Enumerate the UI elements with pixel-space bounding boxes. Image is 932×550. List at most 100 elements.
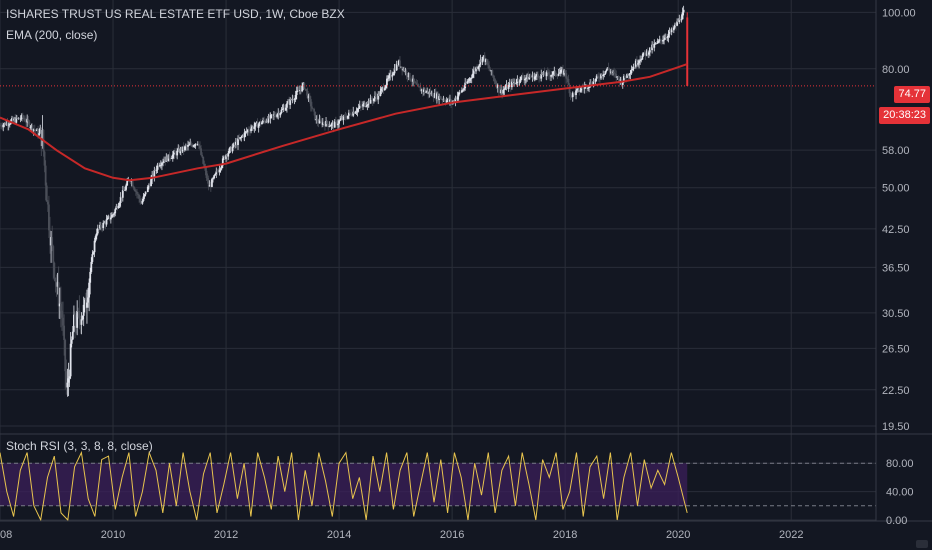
candle-body [624,76,626,78]
candle-body [154,170,157,172]
candle-body [225,155,227,160]
candle-body [572,92,575,94]
candle-body [178,148,181,154]
candle-body [242,135,245,138]
candle-body [566,78,569,80]
candle-body [303,83,306,89]
candle-body [625,77,627,79]
candle-body [155,169,158,171]
candle-body [281,109,284,110]
candle-body [140,202,143,204]
candle-body [271,114,274,116]
candle-body [152,174,155,178]
candle-body [430,92,433,95]
candle-body [204,167,207,171]
candle-body [150,179,152,187]
candle-body [183,146,186,150]
candle-body [511,81,513,88]
candle-body [610,71,613,73]
candle-body [374,96,376,99]
candle-body [321,122,324,125]
candle-body [646,50,649,55]
candle-body [393,68,396,74]
candle-body [112,214,114,216]
candle-body [196,144,199,145]
candle-body [309,99,312,107]
candle-body [622,76,625,82]
candle-body [363,103,365,105]
price-tick-label: 80.00 [882,64,910,76]
candle-body [214,173,217,176]
candle-body [116,206,119,209]
candle-body [391,75,394,77]
candle-body [277,112,280,115]
candle-body [438,96,440,100]
candle-body [290,99,293,101]
candle-body [366,105,369,107]
candle-body [443,99,446,102]
candle-body [291,99,294,101]
candle-body [220,165,223,169]
candle-body [501,89,504,94]
candle-body [565,73,568,79]
candle-body [350,113,352,116]
candle-body [295,90,298,96]
candle-body [107,216,110,218]
candle-body [371,100,374,102]
candle-body [492,75,495,78]
candle-body [21,114,24,118]
candle-body [306,90,309,99]
candle-body [402,68,405,71]
price-tick-label: 58.00 [882,145,910,157]
candle-body [115,206,118,210]
stoch-tick-label: 40.00 [886,487,914,499]
candle-body [542,71,545,75]
candle-body [346,115,349,119]
candle-body [50,237,52,246]
candle-body [469,78,472,80]
candle-body [525,77,527,79]
candle-body [313,109,315,112]
candle-body [236,141,238,145]
candle-body [226,155,229,157]
candle-body [417,84,420,87]
candle-body [4,122,7,126]
candle-body [474,70,476,72]
time-tick-label: 2020 [666,529,690,541]
candle-body [581,88,584,89]
candle-body [37,129,39,136]
candle-body [674,24,676,28]
candle-body [482,55,485,57]
candle-body [114,209,117,214]
candle-body [233,143,236,145]
candle-body [74,314,76,326]
candle-body [133,188,136,192]
candle-body [516,79,519,84]
candle-body [149,185,151,187]
candle-body [484,59,487,63]
countdown-tag: 20:38:23 [879,107,930,124]
candle-body [502,90,505,94]
candle-body [521,76,524,79]
candle-body [551,74,554,76]
candle-body [387,78,389,80]
candle-body [680,19,683,21]
settings-icon[interactable] [916,540,928,548]
candle-body [676,21,679,26]
candle-body [459,92,462,94]
candle-body [76,310,79,328]
candle-body [606,67,609,70]
candle-body [302,83,305,86]
candle-body [224,157,226,160]
candle-body [41,129,44,147]
candle-body [119,196,122,203]
candle-body [389,73,392,76]
candle-body [269,114,272,119]
candle-body [23,117,25,120]
candle-body [436,93,438,99]
candle-body [428,91,431,95]
candle-body [388,75,390,79]
candle-body [203,163,206,168]
candle-body [7,124,10,126]
